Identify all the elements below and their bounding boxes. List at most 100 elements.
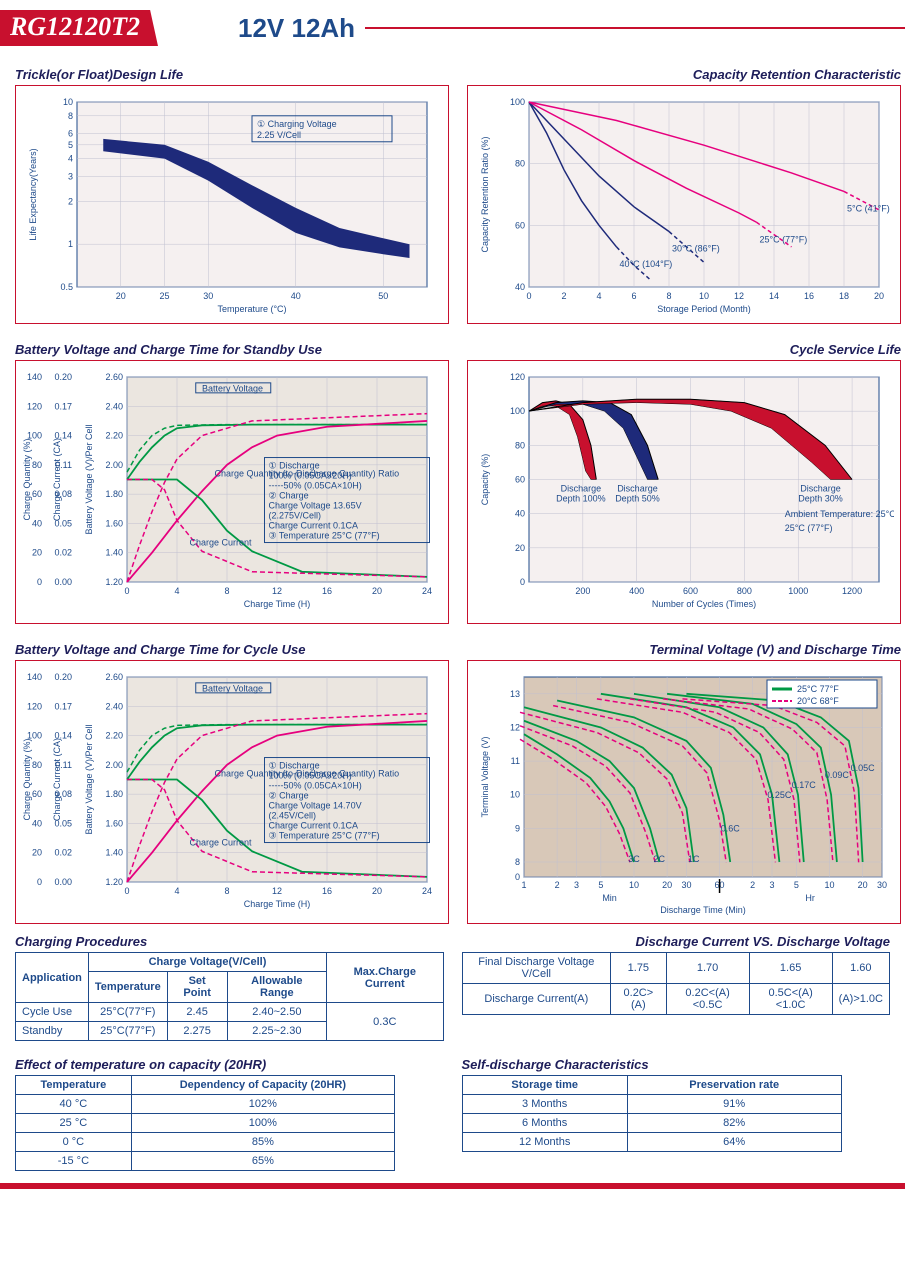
svg-text:30: 30 [877, 880, 887, 890]
svg-text:0.20: 0.20 [54, 672, 72, 682]
td: 0.5C<(A)<1.0C [749, 984, 832, 1015]
svg-text:Storage Period (Month): Storage Period (Month) [657, 304, 751, 314]
td-h2: Discharge Current(A) [462, 984, 611, 1015]
svg-text:30: 30 [203, 291, 213, 301]
svg-text:0.02: 0.02 [54, 548, 72, 558]
td: 82% [627, 1114, 841, 1133]
svg-text:10: 10 [825, 880, 835, 890]
svg-text:3C: 3C [628, 854, 640, 864]
svg-text:24: 24 [422, 886, 432, 896]
svg-text:Charge Voltage 14.70V: Charge Voltage 14.70V [269, 801, 362, 811]
svg-text:100: 100 [510, 406, 525, 416]
svg-text:12: 12 [272, 886, 282, 896]
svg-text:3: 3 [68, 171, 73, 181]
svg-text:20: 20 [32, 548, 42, 558]
svg-text:Discharge: Discharge [561, 484, 602, 494]
self-table-container: Self-discharge Characteristics Storage t… [462, 1051, 891, 1171]
svg-text:1.40: 1.40 [105, 848, 123, 858]
td: 2.25~2.30 [227, 1022, 327, 1041]
svg-text:20: 20 [858, 880, 868, 890]
svg-text:0: 0 [37, 577, 42, 587]
svg-text:0.00: 0.00 [54, 577, 72, 587]
svg-text:20: 20 [116, 291, 126, 301]
svg-text:Battery Voltage: Battery Voltage [202, 684, 263, 694]
th: Storage time [462, 1076, 627, 1095]
td: 2.275 [167, 1022, 227, 1041]
td-h1: Final Discharge Voltage V/Cell [462, 953, 611, 984]
svg-text:80: 80 [32, 460, 42, 470]
th-set: Set Point [167, 972, 227, 1003]
svg-text:80: 80 [515, 440, 525, 450]
svg-text:0: 0 [124, 586, 129, 596]
td: 3 Months [462, 1095, 627, 1114]
chart5-svg: 048121620241.201.401.601.802.002.202.402… [22, 667, 442, 917]
svg-text:0: 0 [520, 577, 525, 587]
svg-text:8: 8 [224, 586, 229, 596]
svg-text:20: 20 [662, 880, 672, 890]
svg-text:400: 400 [629, 586, 644, 596]
svg-text:40: 40 [515, 509, 525, 519]
th: Temperature [16, 1076, 132, 1095]
svg-text:80: 80 [32, 760, 42, 770]
th-range: Allowable Range [227, 972, 327, 1003]
svg-text:Battery Voltage: Battery Voltage [202, 384, 263, 394]
svg-text:1.40: 1.40 [105, 548, 123, 558]
svg-text:120: 120 [27, 401, 42, 411]
svg-text:2.60: 2.60 [105, 372, 123, 382]
svg-text:2.00: 2.00 [105, 760, 123, 770]
svg-text:Temperature (°C): Temperature (°C) [217, 304, 286, 314]
svg-text:5°C (41°F): 5°C (41°F) [847, 203, 890, 213]
svg-text:2: 2 [555, 880, 560, 890]
svg-text:13: 13 [510, 689, 520, 699]
svg-text:Charge Time (H): Charge Time (H) [244, 899, 311, 909]
svg-text:0.05C: 0.05C [851, 763, 876, 773]
svg-text:40: 40 [32, 818, 42, 828]
svg-text:8: 8 [224, 886, 229, 896]
svg-text:25°C 77°F: 25°C 77°F [797, 684, 839, 694]
page-header: RG12120T2 12V 12Ah [0, 10, 905, 46]
svg-text:① Discharge: ① Discharge [269, 461, 320, 471]
svg-text:Discharge Time (Min): Discharge Time (Min) [660, 905, 746, 915]
chart6-container: Terminal Voltage (V) and Discharge Time … [467, 636, 901, 924]
svg-text:1C: 1C [688, 854, 700, 864]
svg-text:Depth 50%: Depth 50% [615, 494, 660, 504]
svg-text:40°C (104°F): 40°C (104°F) [620, 259, 673, 269]
svg-text:2C: 2C [654, 854, 666, 864]
chart5-title: Battery Voltage and Charge Time for Cycl… [15, 642, 449, 657]
svg-text:Battery Voltage (V)/Per Cell: Battery Voltage (V)/Per Cell [84, 424, 94, 534]
svg-text:20: 20 [32, 848, 42, 858]
svg-text:0.17C: 0.17C [792, 780, 817, 790]
svg-text:16: 16 [804, 291, 814, 301]
chart1-container: Trickle(or Float)Design Life 0.512345681… [15, 61, 449, 324]
svg-text:20: 20 [372, 886, 382, 896]
discharge-table-container: Discharge Current VS. Discharge Voltage … [462, 928, 891, 1041]
td: 0 °C [16, 1133, 132, 1152]
svg-text:(2.45V/Cell): (2.45V/Cell) [269, 811, 317, 821]
svg-text:14: 14 [769, 291, 779, 301]
svg-text:0.17: 0.17 [54, 401, 72, 411]
svg-text:Battery Voltage (V)/Per Cell: Battery Voltage (V)/Per Cell [84, 724, 94, 834]
svg-text:2.25 V/Cell: 2.25 V/Cell [257, 130, 301, 140]
svg-text:8: 8 [515, 857, 520, 867]
svg-text:Min: Min [602, 893, 617, 903]
svg-text:Charge Time (H): Charge Time (H) [244, 599, 311, 609]
svg-text:100: 100 [510, 97, 525, 107]
svg-text:0: 0 [515, 872, 520, 882]
td: 6 Months [462, 1114, 627, 1133]
svg-text:12: 12 [510, 722, 520, 732]
svg-text:5: 5 [598, 880, 603, 890]
svg-text:8: 8 [666, 291, 671, 301]
svg-text:20: 20 [515, 543, 525, 553]
td: 2.40~2.50 [227, 1003, 327, 1022]
svg-text:1.60: 1.60 [105, 818, 123, 828]
svg-text:Charge Voltage 13.65V: Charge Voltage 13.65V [269, 501, 362, 511]
td: 25°C(77°F) [88, 1003, 167, 1022]
svg-text:2.40: 2.40 [105, 701, 123, 711]
svg-text:140: 140 [27, 672, 42, 682]
svg-text:Charge Current (CA): Charge Current (CA) [52, 438, 62, 521]
svg-text:4: 4 [596, 291, 601, 301]
chart6-svg: 089101112133C2C1C0.6C0.25C0.17C0.09C0.05… [474, 667, 894, 917]
svg-text:30°C (86°F): 30°C (86°F) [672, 244, 720, 254]
svg-text:200: 200 [575, 586, 590, 596]
svg-text:5: 5 [68, 140, 73, 150]
